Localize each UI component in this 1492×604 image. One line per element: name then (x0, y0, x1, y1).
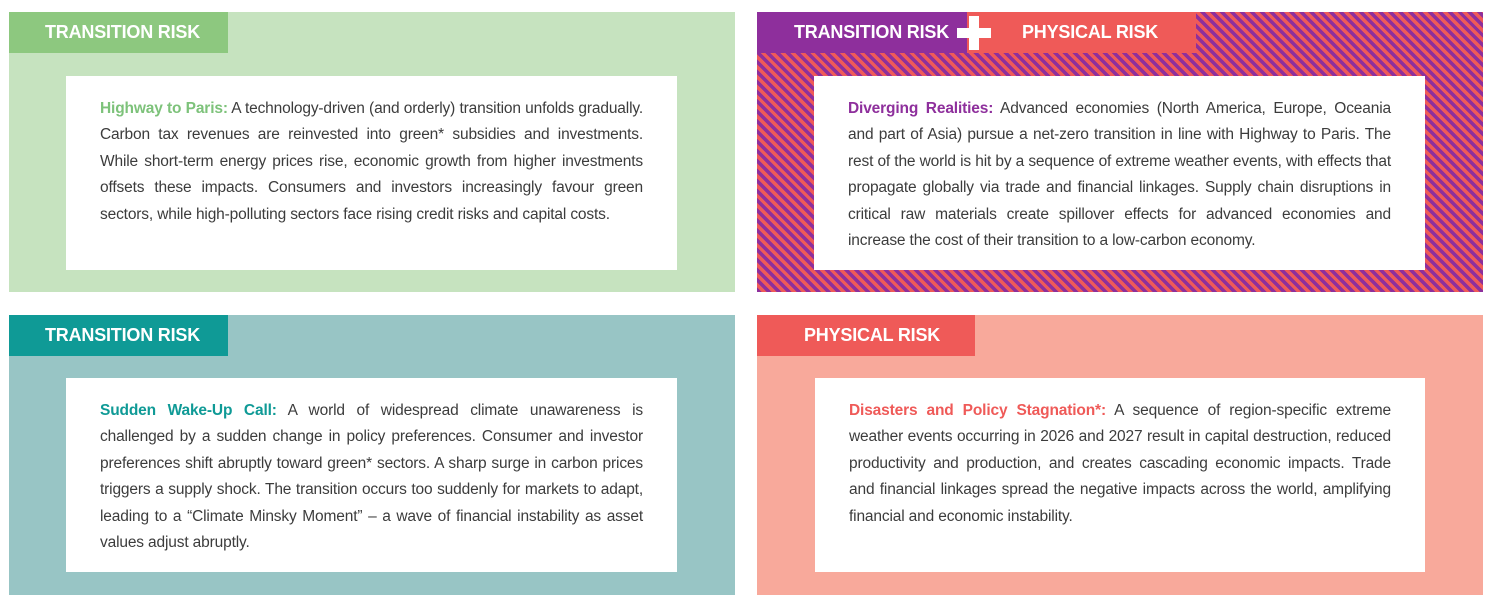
scenario-card: Highway to Paris: A technology-driven (a… (66, 76, 677, 270)
scenario-title: Sudden Wake-Up Call: (100, 402, 277, 419)
scenario-card: Disasters and Policy Stagnation*: A sequ… (815, 378, 1425, 572)
scenario-body: A world of widespread climate unawarenes… (100, 402, 643, 552)
scenario-description: Sudden Wake-Up Call: A world of widespre… (100, 398, 643, 556)
scenario-body: A sequence of region-specific extreme we… (849, 402, 1391, 525)
scenario-panel-diverging-realities: TRANSITION RISK PHYSICAL RISK Diverging … (757, 12, 1483, 292)
risk-tag-physical: PHYSICAL RISK (967, 12, 1196, 53)
scenario-body: A technology-driven (and orderly) transi… (100, 100, 643, 223)
scenario-panel-sudden-wake-up-call: TRANSITION RISK Sudden Wake-Up Call: A w… (9, 315, 735, 595)
scenario-body: Advanced economies (North America, Europ… (848, 100, 1391, 250)
risk-tag: PHYSICAL RISK (757, 315, 975, 356)
scenario-title: Disasters and Policy Stagnation*: (849, 402, 1106, 419)
risk-tag: TRANSITION RISK (9, 315, 228, 356)
plus-icon (957, 16, 991, 50)
scenario-description: Diverging Realities: Advanced economies … (848, 96, 1391, 254)
scenario-panel-disasters-and-policy-stagnation: PHYSICAL RISK Disasters and Policy Stagn… (757, 315, 1483, 595)
scenario-card: Sudden Wake-Up Call: A world of widespre… (66, 378, 677, 572)
scenario-card: Diverging Realities: Advanced economies … (814, 76, 1425, 270)
scenario-title: Highway to Paris: (100, 100, 228, 117)
risk-tag: TRANSITION RISK (9, 12, 228, 53)
scenario-title: Diverging Realities: (848, 100, 994, 117)
scenario-panel-highway-to-paris: TRANSITION RISK Highway to Paris: A tech… (9, 12, 735, 292)
scenario-description: Highway to Paris: A technology-driven (a… (100, 96, 643, 228)
risk-tag-transition: TRANSITION RISK (757, 12, 967, 53)
scenario-description: Disasters and Policy Stagnation*: A sequ… (849, 398, 1391, 530)
